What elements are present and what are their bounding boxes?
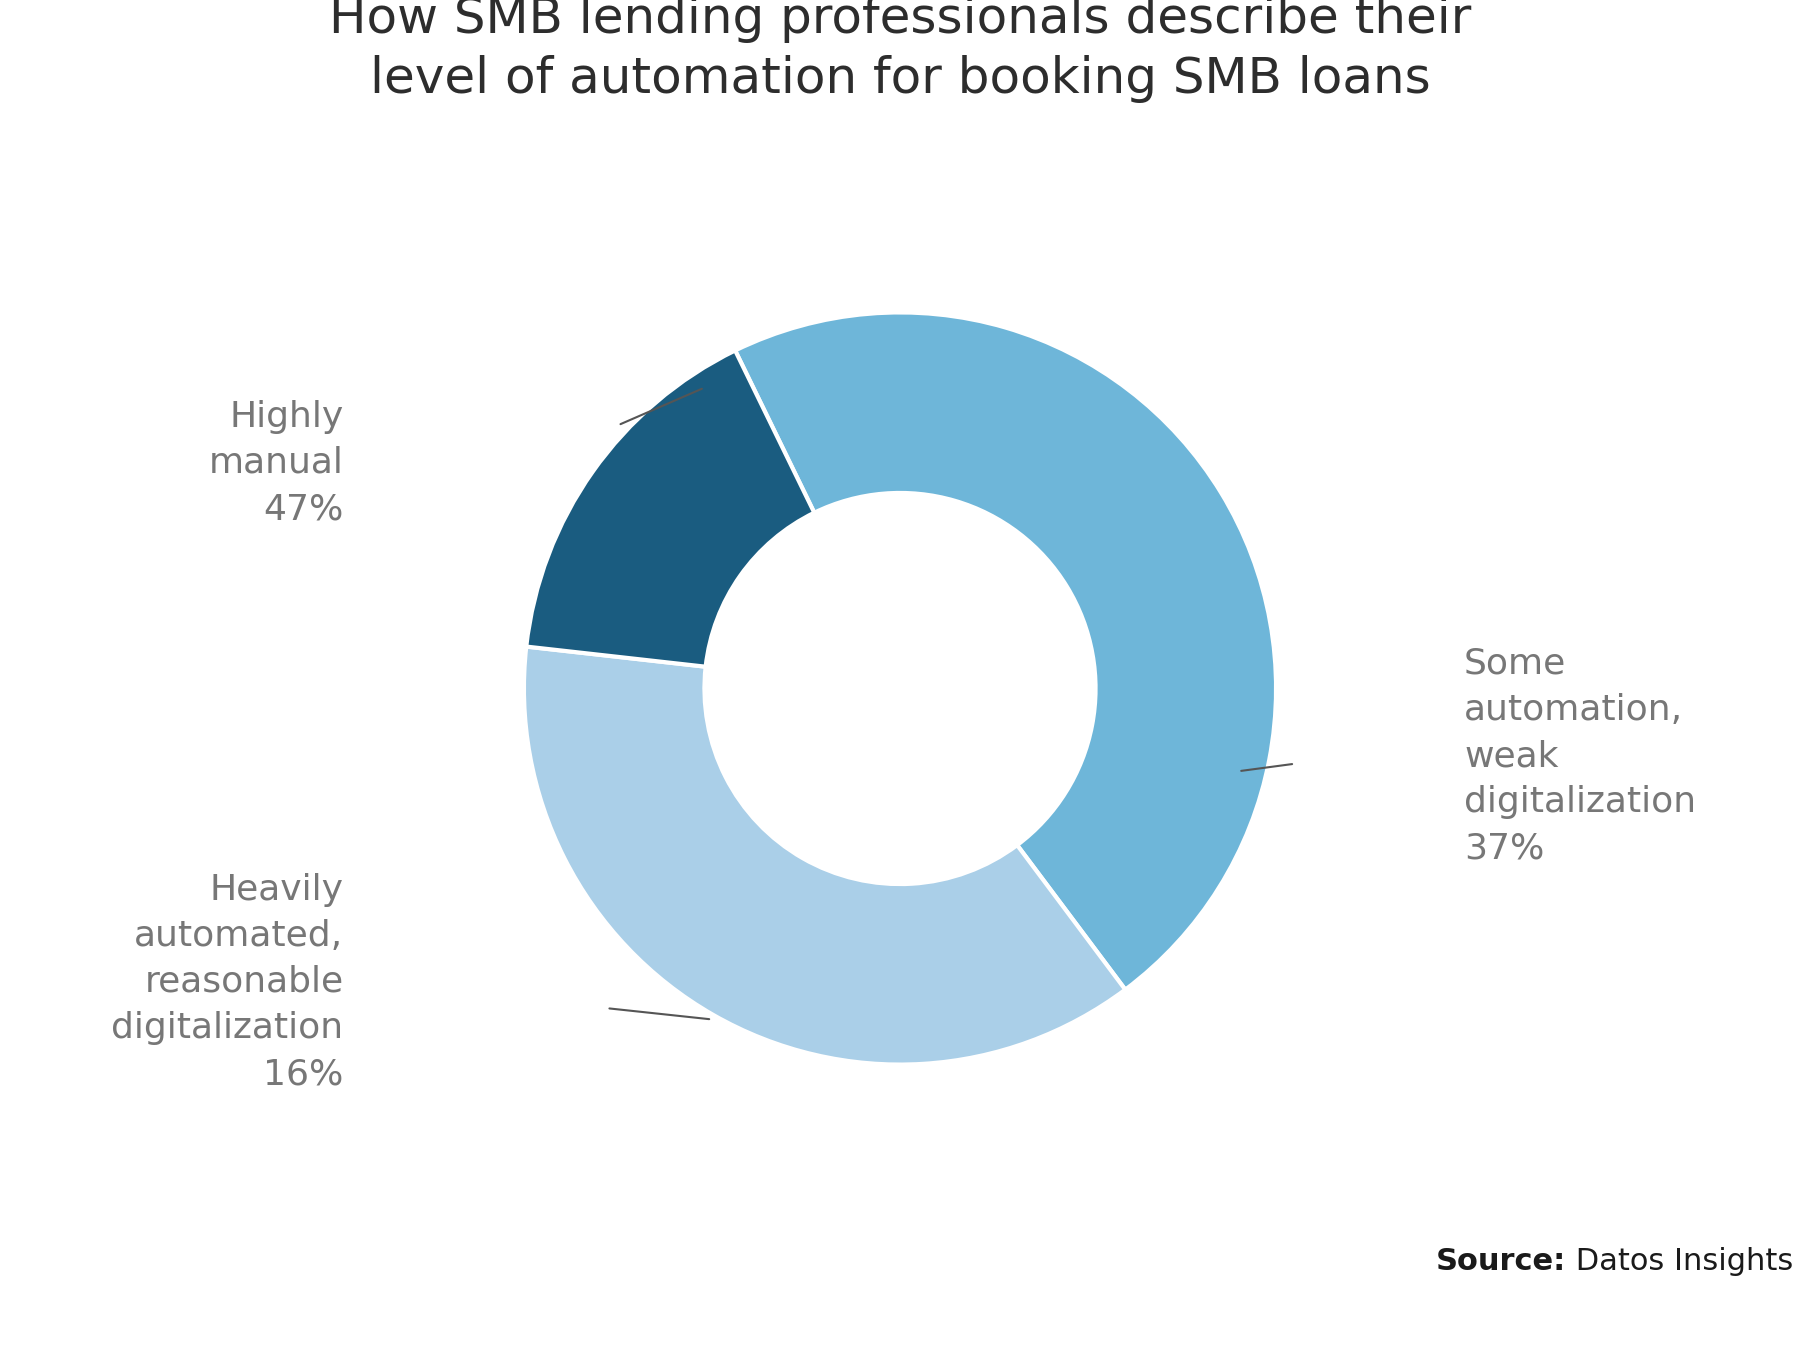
Wedge shape: [526, 351, 814, 667]
Text: Source:: Source:: [1436, 1247, 1566, 1276]
Text: Heavily
automated,
reasonable
digitalization
16%: Heavily automated, reasonable digitaliza…: [112, 872, 344, 1091]
Wedge shape: [734, 312, 1276, 990]
Text: Some
automation,
weak
digitalization
37%: Some automation, weak digitalization 37%: [1463, 647, 1696, 865]
Title: How SMB lending professionals describe their
level of automation for booking SMB: How SMB lending professionals describe t…: [329, 0, 1471, 103]
Text: Highly
manual
47%: Highly manual 47%: [209, 400, 344, 526]
Wedge shape: [524, 647, 1125, 1065]
Text: Datos Insights: Datos Insights: [1566, 1247, 1793, 1276]
